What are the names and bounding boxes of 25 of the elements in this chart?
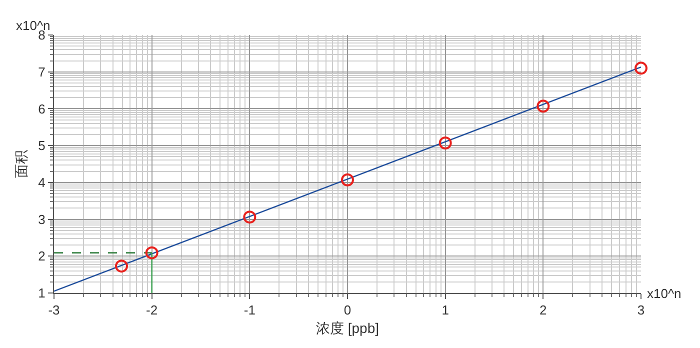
x-tick-label: 1 <box>442 302 449 318</box>
y-tick-label: 2 <box>38 248 46 264</box>
text: x10^n <box>647 286 682 301</box>
x-tick-label: 2 <box>540 302 547 318</box>
point <box>536 100 550 113</box>
y-tick-label: 6 <box>38 101 46 116</box>
y-tick-label: 1 <box>38 286 46 301</box>
y-tick-label: 3 <box>38 212 46 227</box>
y-tick-label: 5 <box>38 138 46 154</box>
point <box>341 173 354 186</box>
point <box>243 210 256 224</box>
x-tick-label: 3 <box>637 302 645 318</box>
x-tick-label: -1 <box>244 302 256 318</box>
x-tick-label: -2 <box>146 302 158 318</box>
point <box>438 136 452 150</box>
y-tick-label: 4 <box>38 174 46 190</box>
x-axis-title: 浓度 [ppb] <box>316 320 380 336</box>
y-tick-label: 8 <box>38 28 46 43</box>
y-axis-title: 面积 <box>12 150 29 178</box>
point <box>145 246 158 260</box>
x-tick-label: 0 <box>344 302 352 318</box>
point <box>634 62 648 75</box>
x-tick-label: -3 <box>48 302 60 318</box>
point <box>115 260 128 273</box>
y-tick-label: 7 <box>38 64 46 80</box>
